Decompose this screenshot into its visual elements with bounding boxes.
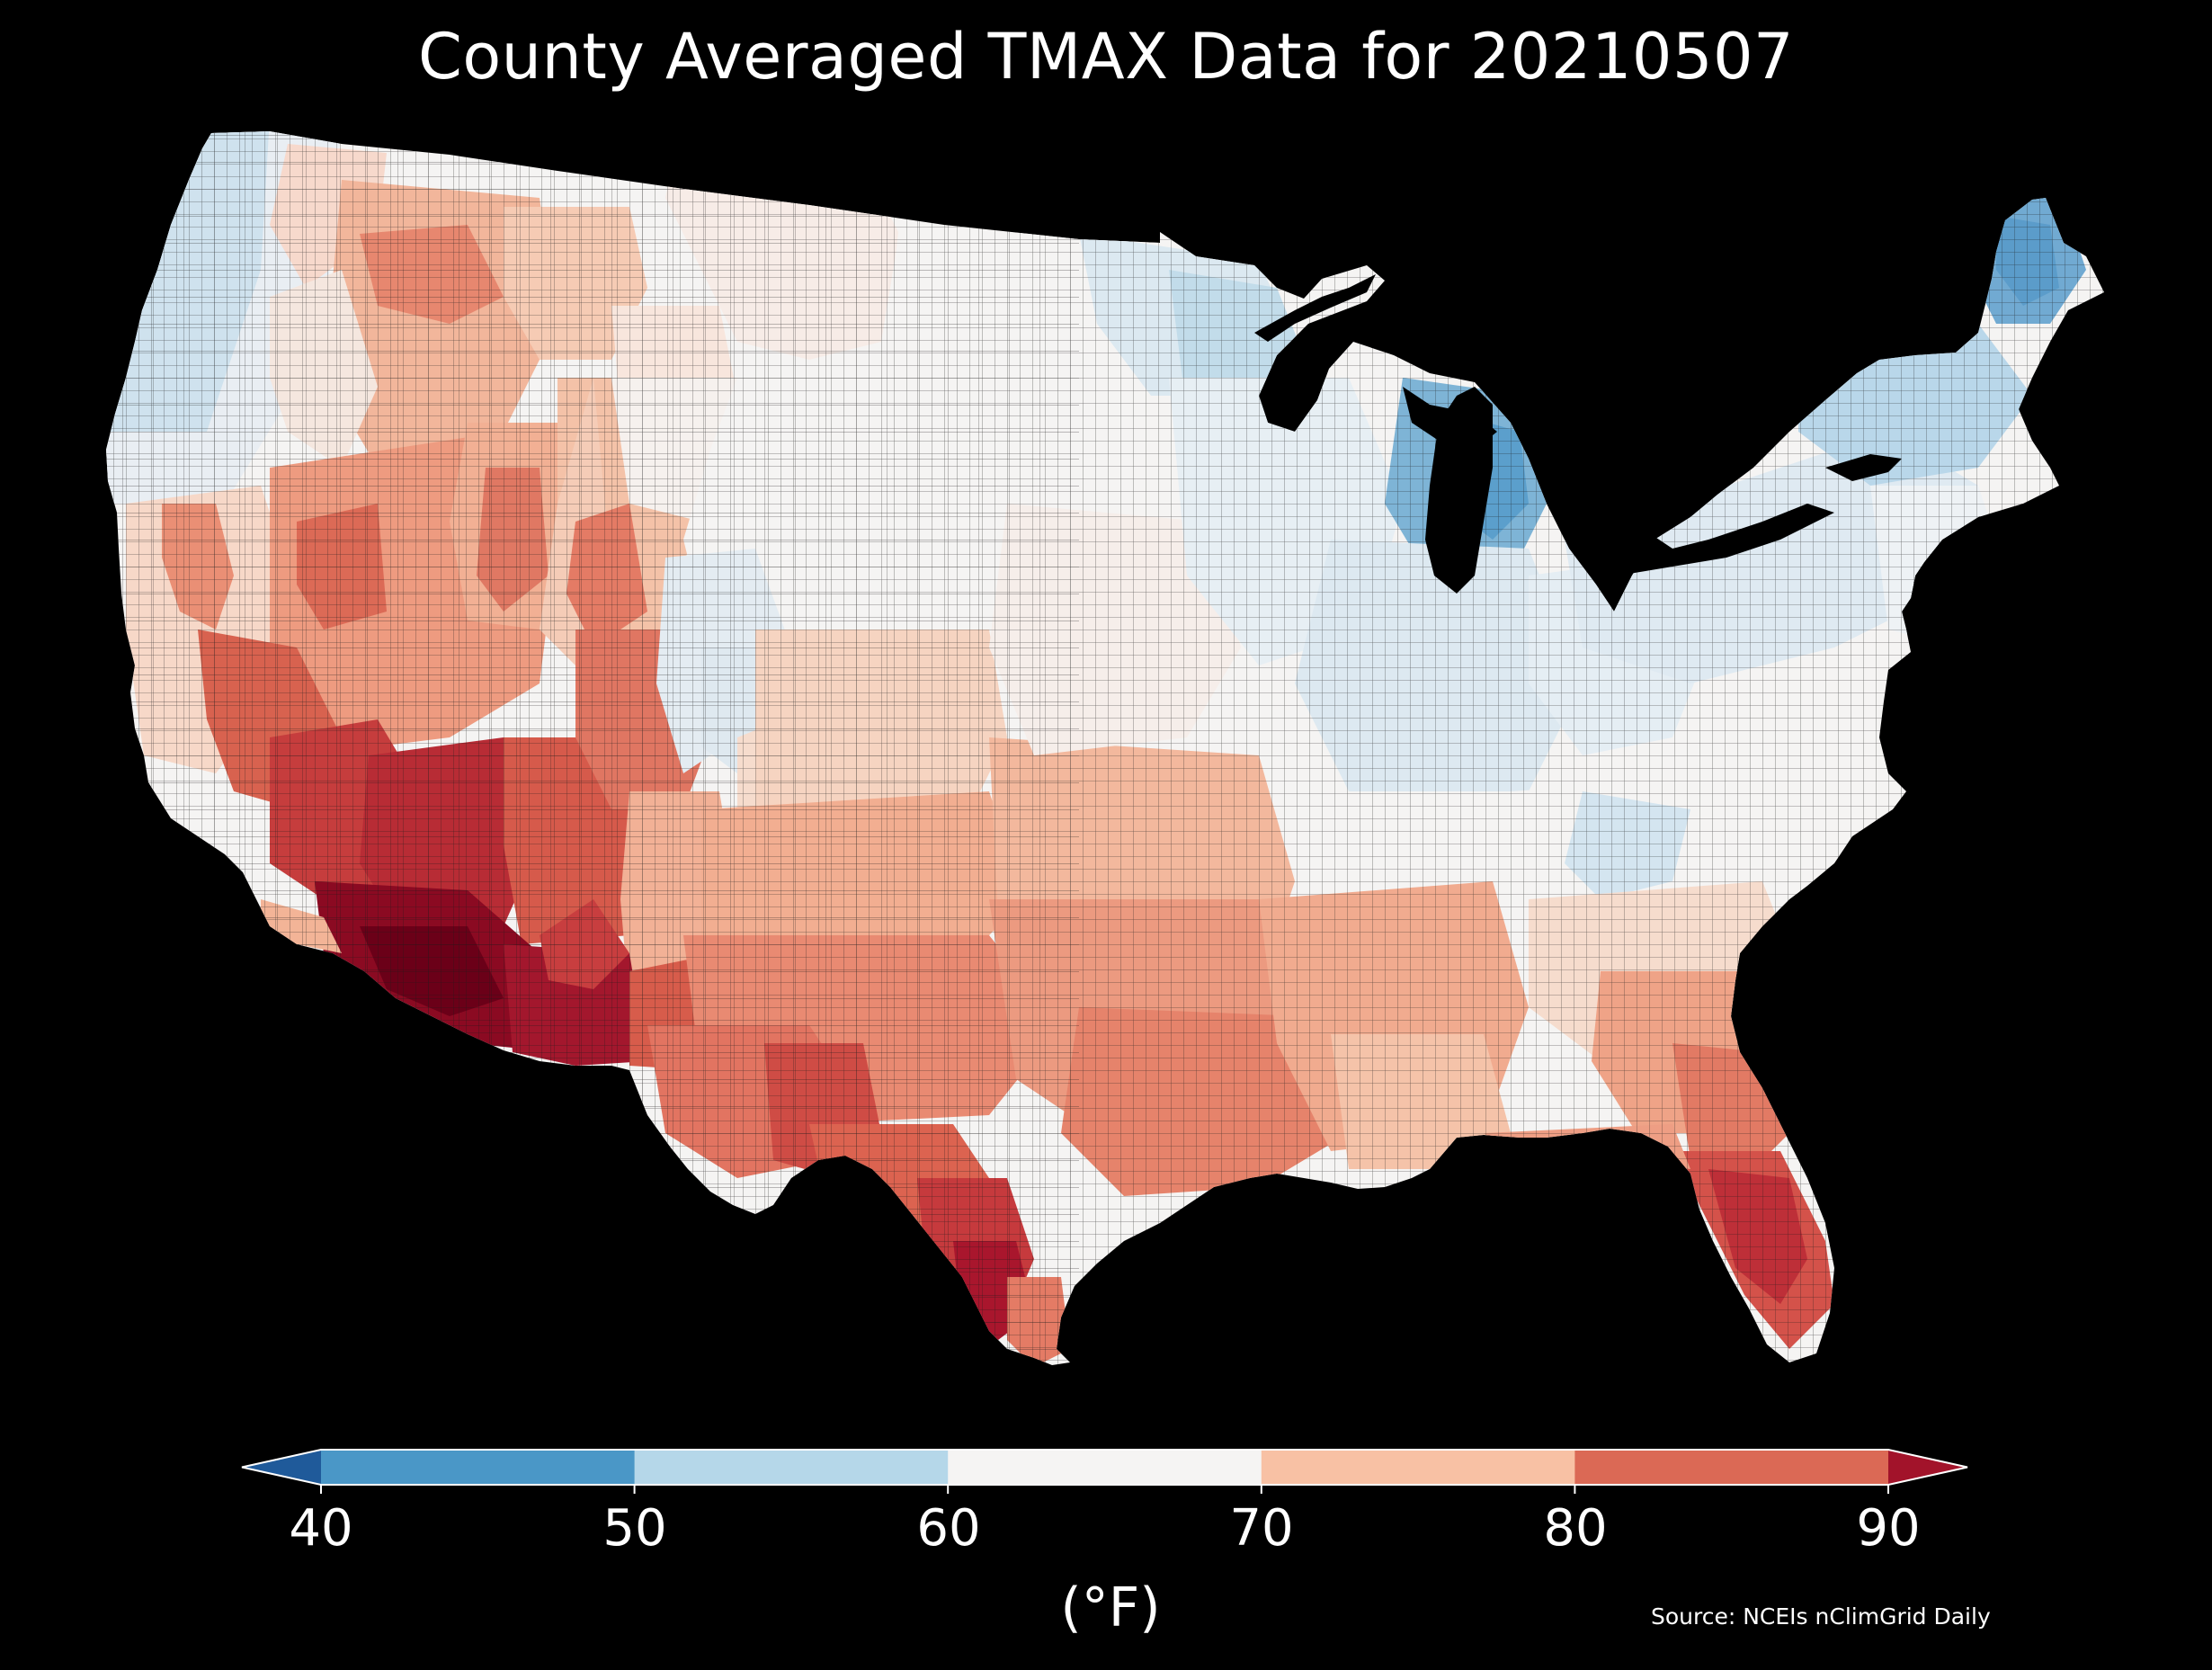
colorbar-bin — [948, 1450, 1262, 1485]
source-attribution: Source: NCEIs nClimGrid Daily — [1651, 1603, 1991, 1630]
colorbar-unit-label: (°F) — [1060, 1576, 1161, 1639]
colorbar-tick-90: 90 — [1856, 1499, 1921, 1558]
colorbar — [241, 1449, 1968, 1494]
colorbar-tick-40: 40 — [289, 1499, 353, 1558]
temperature-fill — [106, 131, 2104, 1365]
colorbar-bin — [634, 1450, 949, 1485]
colorbar-extend-low — [242, 1450, 321, 1485]
colorbar-bin — [1574, 1450, 1889, 1485]
colorbar-bin — [321, 1450, 636, 1485]
colorbar-tick-80: 80 — [1543, 1499, 1608, 1558]
colorbar-extend-high — [1888, 1450, 1967, 1485]
colorbar-bin — [1261, 1450, 1575, 1485]
colorbar-tick-50: 50 — [602, 1499, 667, 1558]
colorbar-tick-60: 60 — [916, 1499, 981, 1558]
great-lakes — [1254, 274, 1902, 594]
page-title: County Averaged TMAX Data for 20210507 — [417, 20, 1795, 94]
colorbar-tick-70: 70 — [1229, 1499, 1294, 1558]
